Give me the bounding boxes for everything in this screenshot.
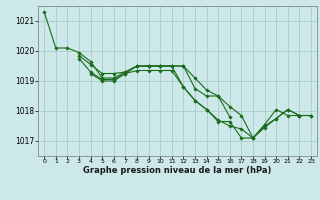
- X-axis label: Graphe pression niveau de la mer (hPa): Graphe pression niveau de la mer (hPa): [84, 166, 272, 175]
